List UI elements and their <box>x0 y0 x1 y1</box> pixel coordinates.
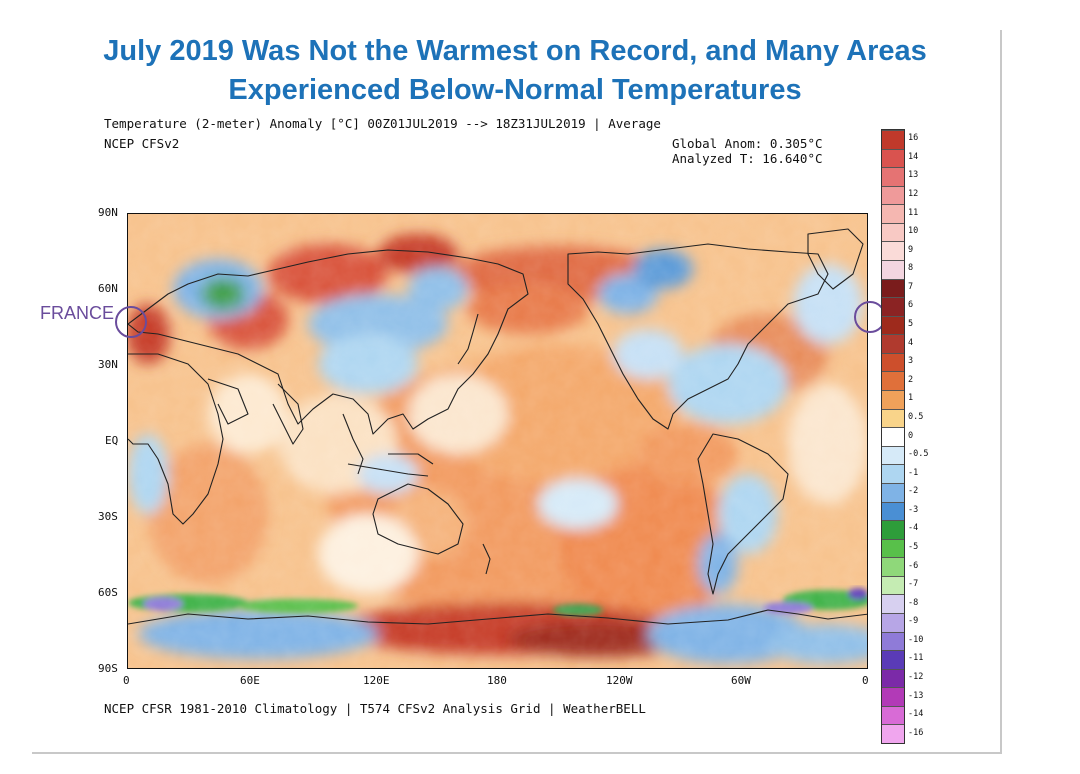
colorbar-tick-label: 8 <box>908 263 914 274</box>
lat-label: 30S <box>98 510 118 523</box>
colorbar-tick-label: 3 <box>908 356 914 367</box>
colorbar-tick-label: -14 <box>908 709 924 720</box>
colorbar-swatch <box>882 260 904 280</box>
colorbar-tick-label: 6 <box>908 300 914 311</box>
colorbar-tick-label: 2 <box>908 374 914 385</box>
colorbar-swatch <box>882 390 904 410</box>
anomaly-map <box>127 213 868 669</box>
colorbar-tick-label: 4 <box>908 337 914 348</box>
colorbar-swatch <box>882 557 904 577</box>
anomaly-map-graphic <box>128 214 867 668</box>
colorbar-swatch <box>882 185 904 205</box>
colorbar-swatch <box>882 427 904 447</box>
colorbar-swatch <box>882 538 904 558</box>
colorbar-swatch <box>882 668 904 688</box>
colorbar-swatch <box>882 371 904 391</box>
lat-label: 90N <box>98 206 118 219</box>
colorbar-tick-label: 14 <box>908 151 919 162</box>
colorbar-tick-label: 0.5 <box>908 411 924 422</box>
colorbar-tick-label: -10 <box>908 634 924 645</box>
colorbar-tick-label: 0 <box>908 430 914 441</box>
lon-label: 60W <box>731 674 751 687</box>
colorbar-swatch <box>882 520 904 540</box>
colorbar-tick-label: -13 <box>908 690 924 701</box>
colorbar-tick-label: 9 <box>908 244 914 255</box>
slide-edge-bottom <box>32 752 1002 754</box>
colorbar-tick-label: 10 <box>908 226 919 237</box>
lon-label: 180 <box>487 674 507 687</box>
colorbar-swatch <box>882 724 904 744</box>
lon-label: 60E <box>240 674 260 687</box>
lat-label: EQ <box>105 434 119 447</box>
colorbar-swatch <box>882 575 904 595</box>
colorbar-tick-label: -4 <box>908 523 919 534</box>
colorbar-swatch <box>882 334 904 354</box>
slide-title: July 2019 Was Not the Warmest on Record,… <box>60 32 970 110</box>
lon-label: 120W <box>606 674 633 687</box>
colorbar-tick-label: -2 <box>908 486 919 497</box>
colorbar-swatch <box>882 148 904 168</box>
colorbar-tick-label: -12 <box>908 671 924 682</box>
lon-label: 120E <box>363 674 390 687</box>
colorbar-tick-label: -11 <box>908 653 924 664</box>
colorbar-tick-label: -0.5 <box>908 449 929 460</box>
colorbar-swatch <box>882 612 904 633</box>
analyzed-temperature: Analyzed T: 16.640°C <box>672 151 823 166</box>
colorbar-tick-label: -16 <box>908 727 924 738</box>
lon-label: 0 <box>862 674 869 687</box>
colorbar-tick-label: 1 <box>908 393 914 404</box>
colorbar-swatch <box>882 297 904 317</box>
colorbar-swatch <box>882 315 904 335</box>
colorbar-tick-label: -9 <box>908 616 919 627</box>
colorbar-tick-label: 11 <box>908 207 919 218</box>
colorbar-swatch <box>882 445 904 465</box>
slide-edge-right <box>1000 30 1002 752</box>
colorbar-swatch <box>882 278 904 298</box>
colorbar-swatch <box>882 650 904 670</box>
model-name: NCEP CFSv2 <box>104 136 180 151</box>
colorbar-tick-label: -8 <box>908 597 919 608</box>
global-anomaly: Global Anom: 0.305°C <box>672 136 823 151</box>
lat-label: 60N <box>98 282 118 295</box>
lat-label: 30N <box>98 358 118 371</box>
colorbar-swatch <box>882 167 904 187</box>
colorbar-swatch <box>882 222 904 242</box>
colorbar-tick-label: 5 <box>908 319 914 330</box>
lat-label: 60S <box>98 586 118 599</box>
colorbar-swatch <box>882 352 904 372</box>
colorbar-swatch <box>882 687 904 707</box>
colorbar-tick-label: -5 <box>908 541 919 552</box>
france-marker-circle-left <box>115 306 147 338</box>
lon-label: 0 <box>123 674 130 687</box>
colorbar-swatch <box>882 408 904 428</box>
title-line-2: Experienced Below-Normal Temperatures <box>228 74 802 106</box>
colorbar-swatch <box>882 241 904 261</box>
colorbar-swatch <box>882 204 904 224</box>
colorbar-tick-label: -1 <box>908 467 919 478</box>
colorbar-swatch <box>882 130 904 150</box>
france-annotation-label: FRANCE <box>40 303 115 323</box>
colorbar-swatch <box>882 705 904 725</box>
colorbar-tick-label: 16 <box>908 133 919 144</box>
colorbar-tick-label: 7 <box>908 281 914 292</box>
colorbar-swatch <box>882 631 904 651</box>
colorbar-tick-label: -7 <box>908 579 919 590</box>
colorbar <box>881 129 905 744</box>
title-line-1: July 2019 Was Not the Warmest on Record,… <box>103 35 927 67</box>
colorbar-tick-label: 12 <box>908 189 919 199</box>
colorbar-tick-label: -3 <box>908 504 919 515</box>
lat-label: 90S <box>98 662 118 675</box>
colorbar-swatch <box>882 464 904 484</box>
colorbar-tick-label: 13 <box>908 170 919 181</box>
product-header: Temperature (2-meter) Anomaly [°C] 00Z01… <box>104 116 661 131</box>
colorbar-swatch <box>882 501 904 521</box>
colorbar-swatch <box>882 594 904 614</box>
colorbar-swatch <box>882 482 904 502</box>
colorbar-tick-label: -6 <box>908 560 919 571</box>
footer-credits: NCEP CFSR 1981-2010 Climatology | T574 C… <box>104 701 646 716</box>
